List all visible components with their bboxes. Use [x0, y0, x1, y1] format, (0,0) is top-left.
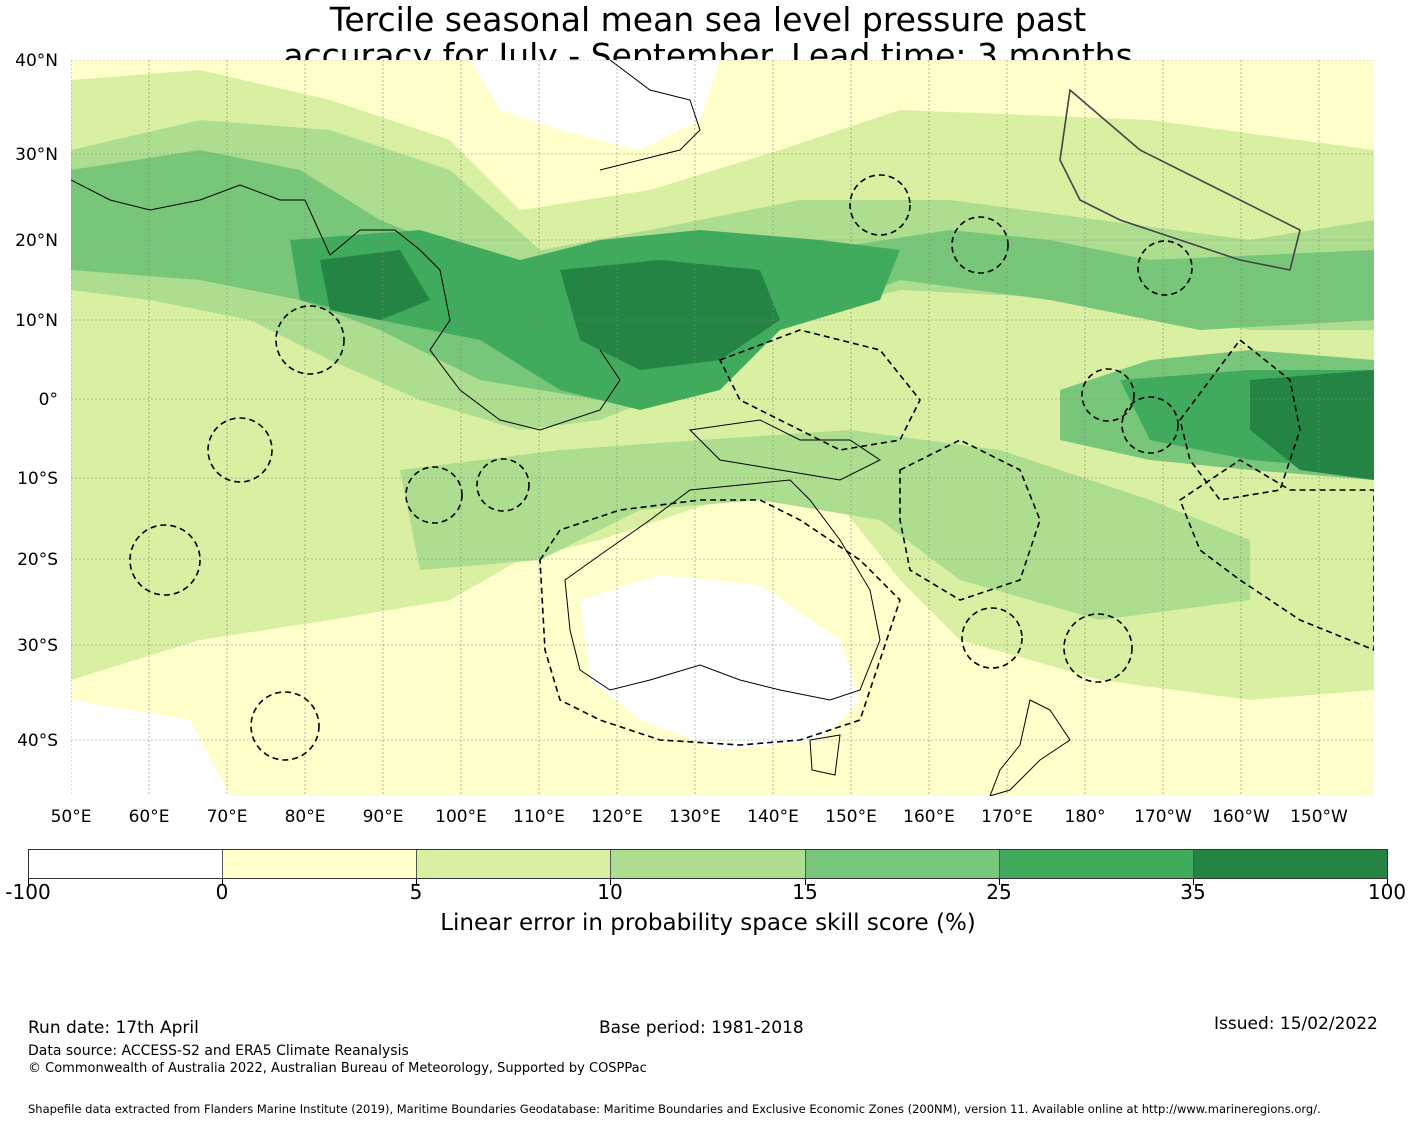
colorbar-tick-label: 0 [215, 880, 229, 904]
colorbar-tick-label: 35 [1180, 880, 1206, 904]
lon-label: 100°E [435, 807, 487, 827]
colorbar-tick [999, 879, 1000, 885]
colorbar-segment [223, 850, 418, 878]
eez-howland-baker [1081, 368, 1135, 422]
lon-label: 180° [1065, 807, 1106, 827]
colorbar-segment [29, 850, 224, 878]
eez-cocos-islands [476, 458, 530, 512]
japan-coastline [599, 60, 701, 171]
lon-label: 140°E [747, 807, 799, 827]
lon-label: 150°E [825, 807, 877, 827]
eez-french-polynesia [1179, 459, 1374, 651]
colorbar-tick [610, 879, 611, 885]
lat-label: 30°S [17, 636, 58, 656]
colorbar-tick [28, 879, 29, 885]
colorbar-segment [805, 850, 1000, 878]
colorbar-segment [611, 850, 806, 878]
colorbar-tick [1387, 879, 1388, 885]
lon-label: 160°E [903, 807, 955, 827]
lon-label: 50°E [51, 807, 92, 827]
colorbar-segment [417, 850, 612, 878]
colorbar-tick-label: 10 [597, 880, 623, 904]
colorbar-tick-label: 5 [409, 880, 423, 904]
field-pacific-dark [1250, 370, 1374, 480]
lat-label: 30°N [15, 145, 58, 165]
eez-marcus-island [849, 174, 911, 236]
lon-label: 110°E [513, 807, 565, 827]
lon-label: 60°E [129, 807, 170, 827]
colorbar-tick-label: 100 [1367, 880, 1407, 904]
lat-label: 10°N [15, 311, 58, 331]
colorbar-tick-label: 25 [986, 880, 1012, 904]
field-japan-white [470, 60, 720, 150]
field-philippine-sea-dark [560, 260, 780, 370]
coastlines [71, 60, 1071, 796]
colorbar-tick [805, 879, 806, 885]
lon-label: 80°E [285, 807, 326, 827]
eez-hawaii [1059, 88, 1301, 271]
colorbar-title: Linear error in probability space skill … [440, 910, 976, 936]
lon-label: 70°E [207, 807, 248, 827]
colorbar-tick [222, 879, 223, 885]
colorbar-tick [416, 879, 417, 885]
eez-kiribati-line [1179, 338, 1301, 501]
lon-label: 150°W [1290, 807, 1348, 827]
field-australia-white [580, 575, 860, 750]
map-title-line-1: Tercile seasonal mean sea level pressure… [329, 0, 1087, 39]
eez-solomon-vanuatu [899, 439, 1041, 601]
graticule [71, 60, 1374, 796]
eez-amsterdam-island [250, 691, 320, 761]
lon-label: 90°E [363, 807, 404, 827]
run-date: Run date: 17th April [28, 1018, 199, 1038]
lon-label: 160°W [1212, 807, 1270, 827]
eez-australia [539, 499, 901, 746]
lat-label: 0° [39, 390, 58, 410]
colorbar-segment [1193, 850, 1387, 878]
australia-coastline [564, 479, 881, 701]
new-zealand-coastline [989, 699, 1071, 796]
latitude-labels: 40°N 30°N 20°N 10°N 0° 10°S 20°S 30°S 40… [15, 51, 58, 751]
lon-label: 130°E [669, 807, 721, 827]
lon-label: 120°E [591, 807, 643, 827]
tasmania-coastline [809, 734, 841, 776]
shapefile-credit: Shapefile data extracted from Flanders M… [28, 1102, 1321, 1116]
eez-micronesia [718, 329, 921, 451]
eez-christmas-island [405, 466, 463, 524]
longitude-labels: 50°E 60°E 70°E 80°E 90°E 100°E 110°E 120… [51, 807, 1349, 827]
asia-coastline [304, 199, 621, 431]
new-guinea-coastline [688, 419, 881, 481]
eez-boundaries [129, 88, 1374, 761]
arabia-coastline [71, 179, 305, 211]
colorbar-tick-label: -100 [5, 880, 51, 904]
lat-label: 40°S [17, 731, 58, 751]
eez-wake-island [951, 216, 1009, 274]
eez-kermadec [1063, 613, 1133, 683]
eez-lord-howe [961, 607, 1023, 669]
copyright-notice: © Commonwealth of Australia 2022, Austra… [28, 1061, 647, 1076]
field-north-pale [71, 60, 1374, 210]
eez-sri-lanka [275, 305, 345, 375]
field-bay-of-bengal-dark [320, 250, 430, 320]
lat-label: 10°S [17, 469, 58, 489]
base-period: Base period: 1981-2018 [599, 1018, 804, 1038]
eez-mauritius [129, 524, 201, 596]
colorbar [28, 849, 1388, 879]
lon-label: 170°W [1134, 807, 1192, 827]
skill-score-map: 40°N 30°N 20°N 10°N 0° 10°S 20°S 30°S 40… [15, 51, 1374, 827]
lat-label: 20°S [17, 550, 58, 570]
lat-label: 40°N [15, 51, 58, 71]
lon-label: 170°E [981, 807, 1033, 827]
colorbar-tick-label: 15 [792, 880, 818, 904]
eez-johnston-atoll [1137, 240, 1193, 296]
field-southern-band [400, 430, 1250, 620]
data-source: Data source: ACCESS-S2 and ERA5 Climate … [28, 1043, 409, 1059]
issued-date: Issued: 15/02/2022 [1214, 1014, 1378, 1034]
eez-chagos [207, 417, 273, 483]
lat-label: 20°N [15, 231, 58, 251]
eez-phoenix-west [1121, 396, 1179, 454]
colorbar-tick [1193, 879, 1194, 885]
skill-score-field [71, 60, 1374, 796]
colorbar-segment [999, 850, 1194, 878]
field-southwest-white [71, 700, 230, 796]
